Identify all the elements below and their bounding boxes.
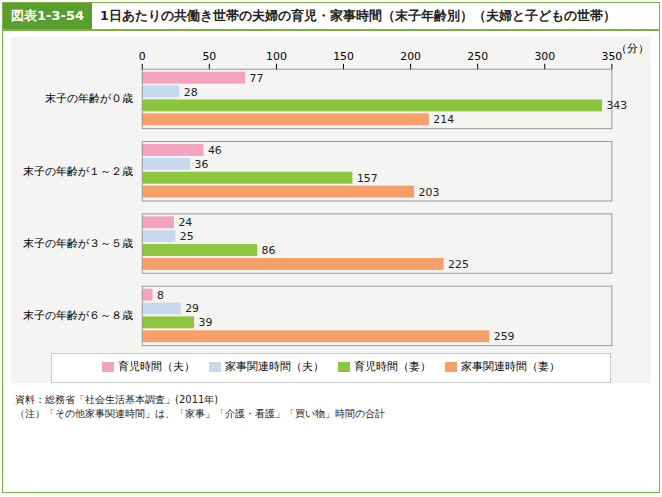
svg-text:150: 150: [333, 50, 354, 63]
svg-text:250: 250: [467, 50, 488, 63]
svg-text:末子の年齢が０歳: 末子の年齢が０歳: [45, 92, 133, 105]
svg-text:350: 350: [601, 50, 623, 64]
svg-text:214: 214: [433, 113, 454, 126]
svg-text:0: 0: [139, 50, 146, 63]
html-text:資料：総務省「社会生活基本調査」(2011年): 資料：総務省「社会生活基本調査」(2011年): [15, 394, 219, 406]
svg-text:25: 25: [180, 230, 194, 243]
html-text:家事関連時間（夫）: 家事関連時間（夫）: [225, 360, 324, 373]
html-text:（注）「その他家事関連時間」は、「家事」「介護・看護」「買い: （注）「その他家事関連時間」は、「家事」「介護・看護」「買い物」時間の合計: [15, 408, 385, 420]
html-text:1日あたりの共働き世帯の夫婦の育児・家事時間（末子年齢別）（: 1日あたりの共働き世帯の夫婦の育児・家事時間（末子年齢別）（夫婦と子どもの世帯）: [100, 7, 616, 23]
svg-text:343: 343: [606, 99, 627, 112]
svg-text:200: 200: [400, 50, 421, 63]
svg-text:225: 225: [448, 258, 469, 271]
svg-text:50: 50: [202, 50, 216, 63]
svg-text:203: 203: [419, 186, 440, 199]
svg-text:末子の年齢が３～５歳: 末子の年齢が３～５歳: [23, 237, 133, 250]
svg-text:46: 46: [208, 144, 222, 157]
svg-text:300: 300: [534, 50, 555, 63]
svg-text:39: 39: [199, 316, 213, 329]
html-text:図表1-3-54: 図表1-3-54: [11, 8, 84, 23]
svg-text:29: 29: [185, 302, 199, 315]
svg-text:8: 8: [157, 289, 164, 302]
svg-text:末子の年齢が６～８歳: 末子の年齢が６～８歳: [23, 309, 133, 322]
html-text:育児時間（妻）: 育児時間（妻）: [354, 360, 431, 373]
svg-text:157: 157: [357, 172, 378, 185]
svg-text:末子の年齢が１～２歳: 末子の年齢が１～２歳: [23, 165, 133, 178]
svg-text:28: 28: [184, 86, 198, 99]
html-text:家事関連時間（妻）: 家事関連時間（妻）: [461, 360, 560, 373]
svg-text:86: 86: [262, 244, 276, 257]
svg-text:100: 100: [266, 50, 287, 63]
svg-text:24: 24: [178, 216, 192, 229]
html-text:育児時間（夫）: 育児時間（夫）: [118, 360, 195, 373]
svg-text:36: 36: [195, 158, 209, 171]
svg-text:（分）: （分）: [616, 42, 649, 55]
svg-text:77: 77: [250, 72, 264, 85]
svg-text:259: 259: [494, 330, 515, 343]
